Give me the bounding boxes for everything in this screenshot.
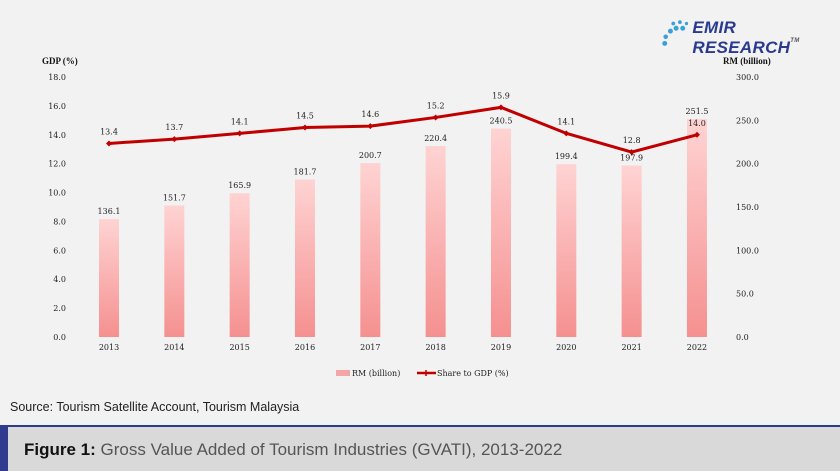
left-axis-tick: 10.0 — [48, 189, 66, 198]
bar-rm-billion — [360, 163, 381, 337]
logo-dots-icon — [662, 20, 689, 46]
line-point — [106, 140, 112, 147]
line-data-label: 12.8 — [623, 136, 641, 145]
bar-data-label: 197.9 — [620, 153, 643, 162]
bar-rm-billion — [621, 165, 642, 337]
left-axis-title: GDP (%) — [42, 56, 78, 66]
right-axis-tick: 50.0 — [736, 290, 754, 299]
line-data-label: 15.9 — [492, 91, 510, 100]
bar-data-label: 240.5 — [490, 117, 513, 126]
logo-trademark: TM — [790, 38, 800, 44]
emir-research-logo: EMIR RESEARCHTM — [660, 8, 840, 58]
x-axis-tick: 2022 — [687, 343, 707, 352]
line-data-label: 14.6 — [361, 110, 379, 119]
legend-label-bars: RM (billion) — [352, 369, 400, 378]
legend-swatch-bars — [336, 370, 350, 376]
bar-data-label: 199.4 — [555, 152, 578, 161]
line-point — [497, 104, 504, 111]
bar-data-label: 165.9 — [228, 181, 251, 190]
line-point — [236, 130, 243, 137]
left-axis-tick: 8.0 — [53, 217, 66, 226]
gvati-chart: GDP (%) RM (billion) 0.0 2.0 4.0 6.0 8.0 10.0… — [42, 56, 771, 378]
figure-label: Figure 1: — [24, 440, 96, 459]
line-data-label: 13.4 — [100, 127, 118, 136]
line-point — [563, 130, 570, 137]
figure-caption: Gross Value Added of Tourism Industries … — [100, 440, 563, 459]
source-note: Source: Tourism Satellite Account, Touri… — [10, 400, 300, 414]
left-axis-tick: 6.0 — [53, 246, 66, 255]
line-data-label: 14.5 — [296, 112, 314, 121]
bar-data-label: 220.4 — [424, 134, 447, 143]
line-data-label: 15.2 — [427, 101, 445, 110]
line-point — [367, 123, 374, 130]
left-axis-tick: 2.0 — [53, 304, 66, 313]
line-point — [301, 124, 308, 131]
bar-rm-billion — [556, 164, 577, 337]
right-axis-tick: 150.0 — [736, 203, 759, 212]
x-axis-tick: 2016 — [295, 343, 315, 352]
x-axis-tick: 2019 — [491, 343, 511, 352]
logo-text: EMIR RESEARCH — [692, 18, 791, 57]
x-axis-tick: 2021 — [621, 343, 641, 352]
left-axis-tick: 18.0 — [48, 73, 66, 82]
bar-data-label: 181.7 — [294, 168, 317, 177]
x-axis-tick: 2018 — [425, 343, 445, 352]
line-point — [693, 131, 700, 138]
line-point — [171, 136, 178, 143]
bar-rm-billion — [490, 128, 511, 337]
legend: RM (billion) Share to GDP (%) — [336, 369, 509, 378]
right-axis-tick: 200.0 — [736, 160, 759, 169]
right-axis-title: RM (billion) — [723, 56, 771, 66]
bar-data-label: 136.1 — [98, 207, 121, 216]
x-axis-tick: 2017 — [360, 343, 380, 352]
x-axis-tick: 2013 — [99, 343, 119, 352]
figure-caption-bar: Figure 1: Gross Value Added of Tourism I… — [0, 425, 840, 471]
left-axis-tick: 4.0 — [53, 275, 66, 284]
bar-rm-billion — [99, 219, 119, 337]
line-share-gdp — [108, 105, 698, 154]
left-axis-tick: 0.0 — [53, 333, 66, 342]
right-axis-tick: 250.0 — [736, 116, 759, 125]
bar-rm-billion — [425, 145, 446, 337]
bar-rm-billion — [686, 119, 707, 338]
left-axis-tick: 12.0 — [48, 160, 66, 169]
bar-rm-billion — [229, 193, 250, 337]
line-point — [432, 114, 439, 121]
legend-label-line: Share to GDP (%) — [437, 369, 509, 378]
right-axis-tick: 0.0 — [736, 333, 749, 342]
x-axis-tick: 2015 — [229, 343, 249, 352]
left-axis-tick: 16.0 — [48, 102, 66, 111]
line-data-label: 14.1 — [557, 117, 575, 126]
line-data-label: 14.1 — [231, 117, 249, 126]
bar-rm-billion — [164, 205, 185, 337]
bar-data-label: 251.5 — [686, 107, 709, 116]
left-axis-tick: 14.0 — [48, 131, 66, 140]
x-axis-tick: 2020 — [556, 343, 576, 352]
x-axis-tick: 2014 — [164, 343, 184, 352]
line-point — [628, 149, 635, 156]
bar-data-label: 200.7 — [359, 151, 382, 160]
bar-data-label: 151.7 — [163, 194, 186, 203]
right-axis-tick: 300.0 — [736, 73, 759, 82]
bar-rm-billion — [294, 179, 315, 337]
line-data-label: 14.0 — [688, 119, 706, 128]
right-axis-tick: 100.0 — [736, 246, 759, 255]
line-data-label: 13.7 — [165, 123, 183, 132]
